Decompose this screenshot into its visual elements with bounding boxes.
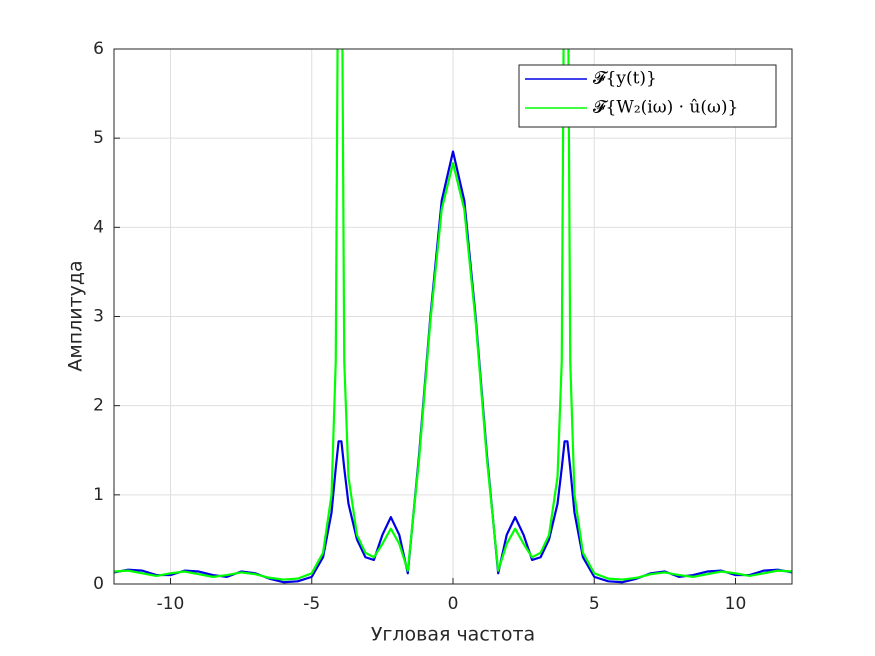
lines: [114, 49, 792, 584]
y-tick-label: 5: [93, 128, 104, 148]
legend-box: [518, 64, 777, 128]
x-tick-label: 5: [589, 594, 600, 614]
legend: 𝓕{y(t)} 𝓕{W₂(iω) · û(ω)}: [518, 64, 777, 128]
series-line: [114, 49, 792, 581]
x-tick-label: 10: [725, 594, 747, 614]
x-tick-label: -10: [157, 594, 185, 614]
y-tick-label: 0: [93, 574, 104, 594]
y-tick-label: 6: [93, 39, 104, 59]
x-tick-label: 0: [448, 594, 459, 614]
grid: [114, 48, 792, 585]
legend-label: 𝓕{W₂(iω) · û(ω)}: [593, 98, 738, 118]
y-tick-label: 3: [93, 307, 104, 327]
x-tick-label: -5: [303, 594, 320, 614]
legend-label: 𝓕{y(t)}: [593, 69, 657, 89]
y-tick-label: 2: [93, 396, 104, 416]
y-tick-label: 4: [93, 217, 104, 237]
ticks: -10 -5 0 5 10 0 1 2 3 4 5 6: [93, 39, 746, 614]
y-axis-label: Амплитуда: [65, 260, 87, 371]
y-tick-label: 1: [93, 485, 104, 505]
x-axis-label: Угловая частота: [371, 624, 535, 646]
